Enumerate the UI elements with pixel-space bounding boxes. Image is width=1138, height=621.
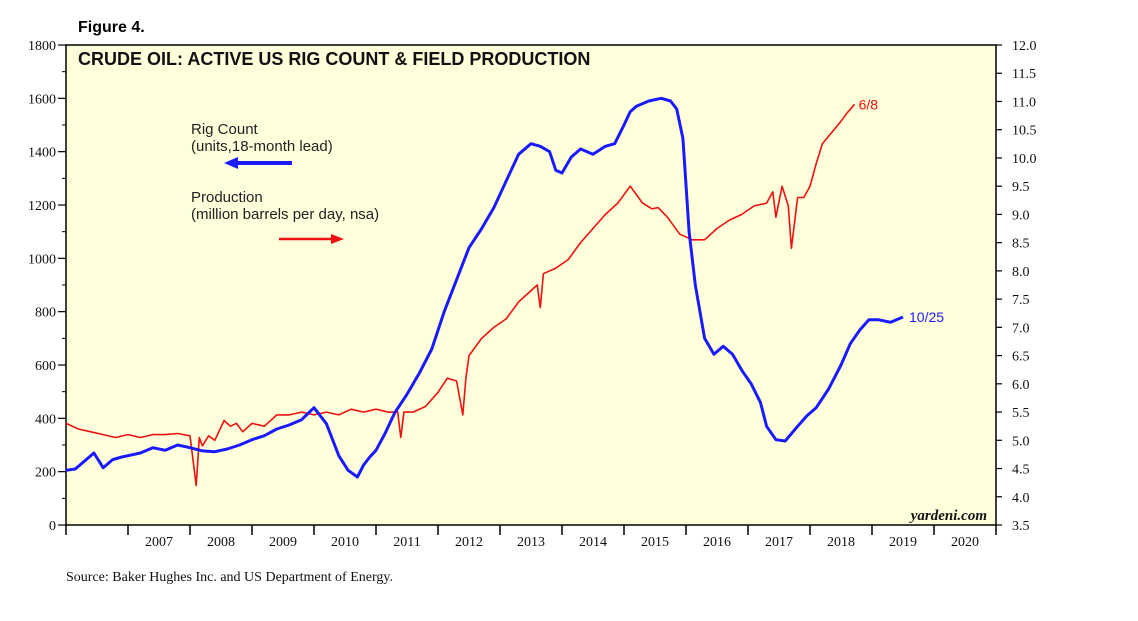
watermark: yardeni.com — [909, 508, 987, 524]
x-axis: 2007 2008 2009 2010 2011 2012 2013 2014 2015 2016… — [65, 525, 997, 550]
left-tick-label: 1800 — [28, 39, 56, 54]
right-tick-label: 7.5 — [1012, 293, 1030, 308]
rig-count-end-label: 10/25 — [909, 309, 944, 325]
rig-count-series-line — [65, 96, 904, 479]
x-tick-label: 2008 — [207, 535, 235, 550]
x-tick-label: 2015 — [641, 535, 669, 550]
left-tick-label: 1600 — [28, 92, 56, 107]
legend: Rig Count (units,18-month lead) Producti… — [191, 121, 379, 244]
left-tick-label: 800 — [35, 306, 56, 321]
right-tick-label: 4.5 — [1012, 463, 1030, 478]
x-tick-label: 2016 — [703, 535, 731, 550]
legend-rig-note: (units,18-month lead) — [191, 138, 333, 155]
production-end-label: 6/8 — [859, 96, 879, 112]
chart-title: CRUDE OIL: ACTIVE US RIG COUNT & FIELD P… — [78, 49, 590, 69]
x-tick-label: 2018 — [827, 535, 855, 550]
left-tick-label: 0 — [49, 519, 56, 534]
right-tick-label: 3.5 — [1012, 519, 1030, 534]
right-tick-label: 11.5 — [1012, 67, 1036, 82]
legend-production-arrow — [279, 234, 344, 244]
x-tick-label: 2010 — [331, 535, 359, 550]
legend-production-name: Production — [191, 189, 263, 206]
right-tick-label: 10.5 — [1012, 124, 1037, 139]
right-tick-label: 6.0 — [1012, 378, 1030, 393]
legend-production-note: (million barrels per day, nsa) — [191, 206, 379, 223]
left-tick-label: 1000 — [28, 252, 56, 267]
right-tick-label: 5.5 — [1012, 406, 1030, 421]
left-tick-label: 600 — [35, 359, 56, 374]
left-tick-label: 1200 — [28, 199, 56, 214]
source-note: Source: Baker Hughes Inc. and US Departm… — [66, 570, 393, 585]
x-tick-label: 2017 — [765, 535, 793, 550]
right-tick-label: 9.0 — [1012, 208, 1030, 223]
x-tick-label: 2011 — [393, 535, 420, 550]
right-tick-label: 5.0 — [1012, 434, 1030, 449]
x-tick-label: 2013 — [517, 535, 545, 550]
left-tick-label: 1400 — [28, 146, 56, 161]
right-tick-label: 12.0 — [1012, 39, 1037, 54]
right-tick-label: 8.0 — [1012, 265, 1030, 280]
right-tick-label: 8.5 — [1012, 237, 1030, 252]
x-tick-label: 2014 — [579, 535, 607, 550]
legend-rig-arrow — [224, 157, 292, 169]
left-tick-label: 400 — [35, 412, 56, 427]
right-axis: 3.5 4.0 4.5 5.0 5.5 6.0 6.5 7.0 7.5 8.0 8.5 9.0 9.5 1… — [996, 39, 1037, 534]
right-tick-label: 9.5 — [1012, 180, 1030, 195]
right-tick-label: 6.5 — [1012, 350, 1030, 365]
left-tick-label: 200 — [35, 466, 56, 481]
right-tick-label: 7.0 — [1012, 321, 1030, 336]
x-tick-label: 2012 — [455, 535, 483, 550]
figure-label: Figure 4. — [78, 19, 145, 36]
production-series-line — [65, 103, 856, 487]
x-tick-label: 2009 — [269, 535, 297, 550]
right-tick-label: 4.0 — [1012, 491, 1030, 506]
right-tick-label: 10.0 — [1012, 152, 1037, 167]
right-tick-label: 11.0 — [1012, 95, 1036, 110]
x-tick-label: 2019 — [889, 535, 917, 550]
legend-rig-name: Rig Count — [191, 121, 259, 138]
left-axis: 0 200 400 600 800 1000 1200 1400 1600 1800 — [28, 39, 66, 534]
x-tick-label: 2007 — [145, 535, 173, 550]
plot-area — [65, 44, 997, 526]
x-tick-label: 2020 — [951, 535, 979, 550]
